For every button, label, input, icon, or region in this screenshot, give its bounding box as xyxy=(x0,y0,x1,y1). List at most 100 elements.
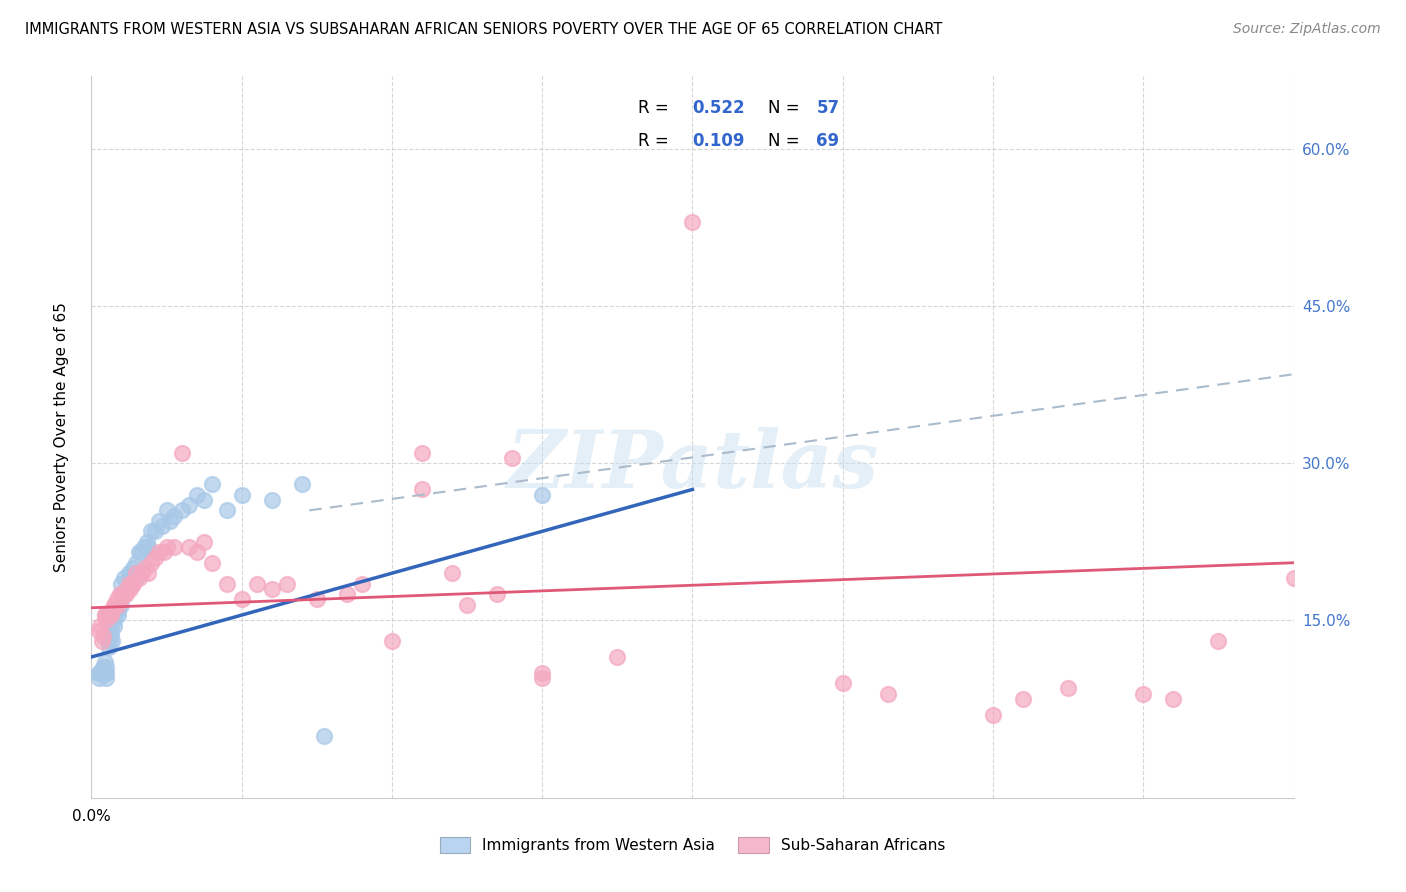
Point xyxy=(94,608,117,623)
Point xyxy=(606,650,628,665)
Point xyxy=(831,676,853,690)
Point xyxy=(1282,571,1305,585)
Point xyxy=(148,514,170,528)
Point xyxy=(246,576,269,591)
Point xyxy=(260,492,283,507)
Point xyxy=(876,687,898,701)
Point xyxy=(103,598,125,612)
Point xyxy=(141,556,163,570)
Point xyxy=(98,634,121,648)
Point xyxy=(1208,634,1230,648)
Point xyxy=(110,576,132,591)
Point xyxy=(260,582,283,596)
Point xyxy=(231,488,253,502)
Point xyxy=(93,629,115,643)
Point xyxy=(110,587,132,601)
Point xyxy=(87,671,110,685)
Point xyxy=(125,556,148,570)
Point xyxy=(96,660,118,674)
Point xyxy=(114,587,136,601)
Point xyxy=(1132,687,1154,701)
Point xyxy=(121,576,143,591)
Point xyxy=(143,524,166,539)
Point xyxy=(141,524,163,539)
Point xyxy=(104,608,127,623)
Point xyxy=(110,598,132,612)
Point xyxy=(152,545,174,559)
Legend: Immigrants from Western Asia, Sub-Saharan Africans: Immigrants from Western Asia, Sub-Sahara… xyxy=(433,830,952,859)
Point xyxy=(101,603,124,617)
Point xyxy=(100,608,122,623)
Point xyxy=(94,655,117,669)
Point xyxy=(108,587,131,601)
Text: 57: 57 xyxy=(817,99,839,118)
Point xyxy=(411,483,433,497)
Point xyxy=(96,665,118,680)
Point xyxy=(143,550,166,565)
Point xyxy=(231,592,253,607)
Point xyxy=(486,587,509,601)
Point xyxy=(115,582,138,596)
Point xyxy=(122,576,145,591)
Point xyxy=(115,587,138,601)
Text: 69: 69 xyxy=(817,132,839,150)
Point xyxy=(98,608,121,623)
Point xyxy=(100,624,122,638)
Point xyxy=(98,640,121,654)
Point xyxy=(90,634,112,648)
Text: Source: ZipAtlas.com: Source: ZipAtlas.com xyxy=(1233,22,1381,37)
Point xyxy=(107,608,129,623)
Point xyxy=(89,665,111,680)
Point xyxy=(456,598,478,612)
Point xyxy=(1057,681,1080,696)
Point xyxy=(114,571,136,585)
Point xyxy=(177,540,200,554)
Point xyxy=(125,571,148,585)
Text: R =: R = xyxy=(638,132,675,150)
Point xyxy=(90,665,112,680)
Text: N =: N = xyxy=(768,99,806,118)
Point xyxy=(350,576,373,591)
Point xyxy=(501,450,523,465)
Text: ZIPatlas: ZIPatlas xyxy=(506,427,879,505)
Point xyxy=(291,477,314,491)
Point xyxy=(134,561,156,575)
Point xyxy=(193,534,215,549)
Point xyxy=(1012,691,1035,706)
Point xyxy=(138,566,160,581)
Point xyxy=(93,665,115,680)
Point xyxy=(314,729,336,743)
Point xyxy=(155,503,177,517)
Point xyxy=(103,613,125,627)
Point xyxy=(440,566,463,581)
Point xyxy=(201,556,224,570)
Point xyxy=(531,665,554,680)
Point xyxy=(136,534,159,549)
Point xyxy=(94,608,117,623)
Point xyxy=(105,603,128,617)
Point xyxy=(107,598,129,612)
Point xyxy=(159,514,181,528)
Point xyxy=(1161,691,1184,706)
Point xyxy=(101,634,124,648)
Point xyxy=(104,598,127,612)
Point xyxy=(105,592,128,607)
Point xyxy=(118,576,141,591)
Point xyxy=(411,446,433,460)
Point xyxy=(94,665,117,680)
Point xyxy=(163,508,186,523)
Point xyxy=(132,540,155,554)
Point xyxy=(93,660,115,674)
Point xyxy=(111,587,134,601)
Text: IMMIGRANTS FROM WESTERN ASIA VS SUBSAHARAN AFRICAN SENIORS POVERTY OVER THE AGE : IMMIGRANTS FROM WESTERN ASIA VS SUBSAHAR… xyxy=(25,22,942,37)
Point xyxy=(170,446,193,460)
Point xyxy=(125,566,148,581)
Point xyxy=(121,566,143,581)
Point xyxy=(118,576,141,591)
Point xyxy=(107,603,129,617)
Point xyxy=(110,592,132,607)
Point xyxy=(138,540,160,554)
Point xyxy=(981,707,1004,722)
Point xyxy=(201,477,224,491)
Point xyxy=(128,571,150,585)
